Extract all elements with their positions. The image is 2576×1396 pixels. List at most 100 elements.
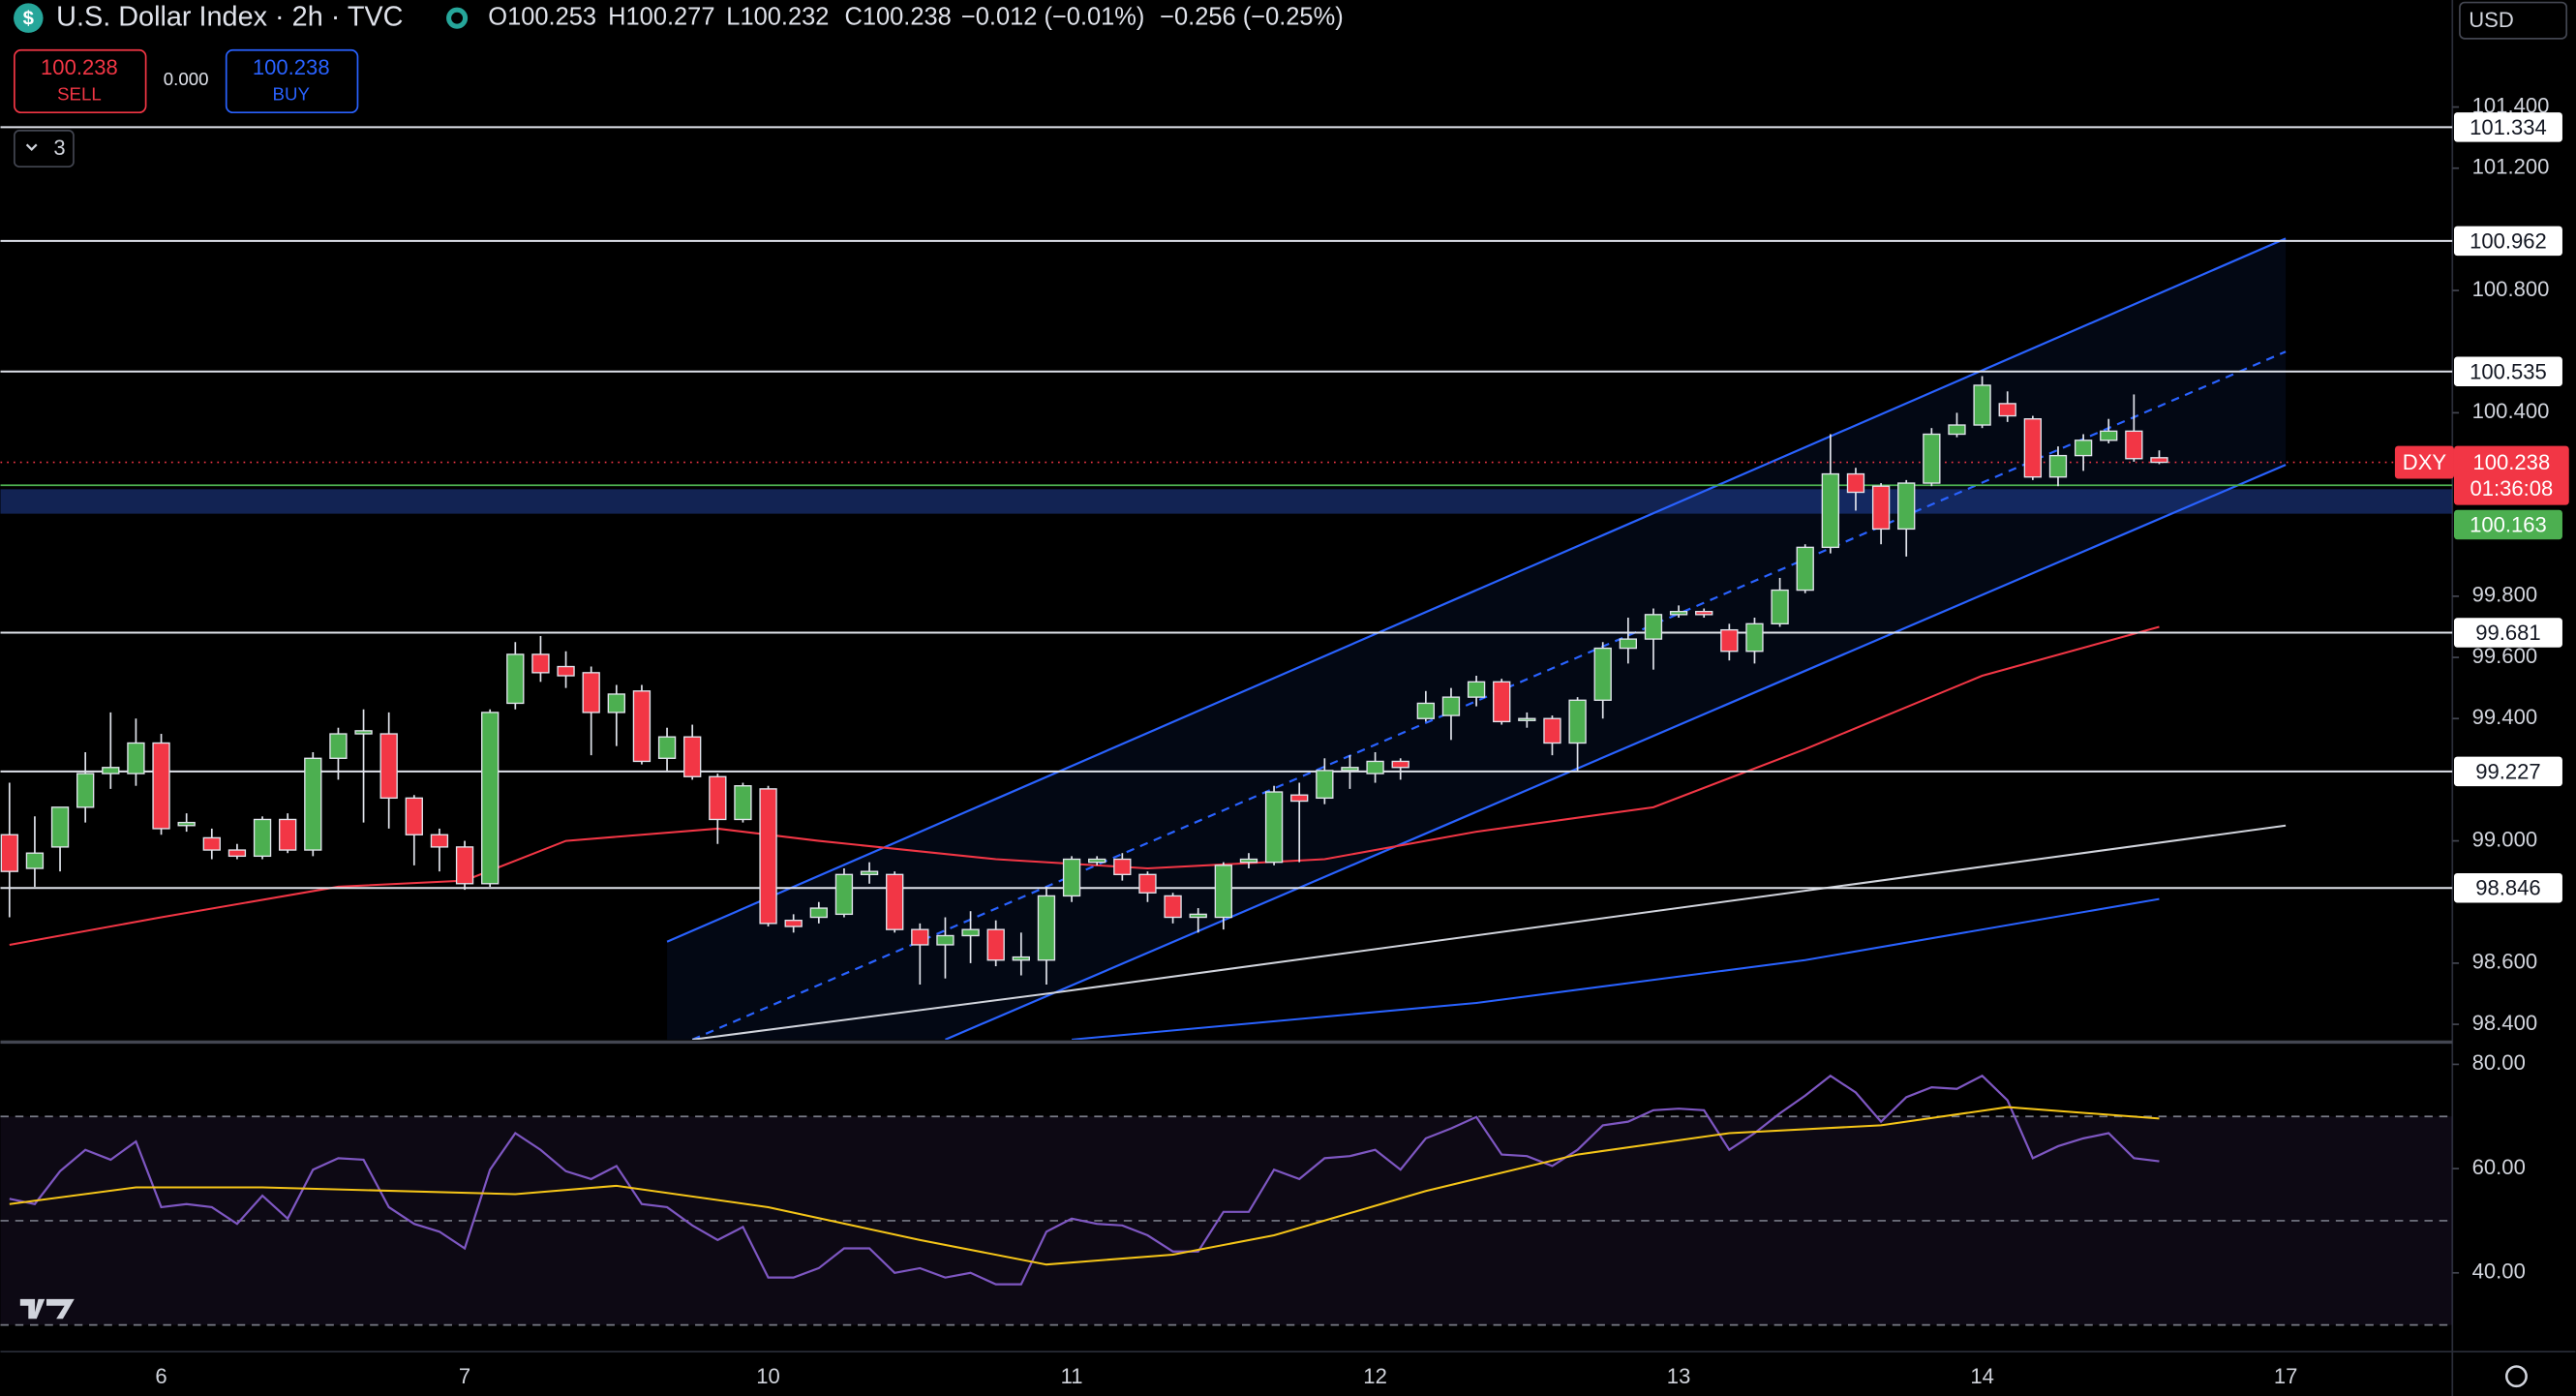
candle-body [152, 742, 170, 830]
candle-body [582, 672, 600, 713]
level-label-box [2453, 618, 2562, 648]
candle-body [1923, 433, 1941, 484]
sell-button[interactable]: 100.238 SELL [14, 48, 147, 114]
level-label: 99.227 [2475, 759, 2540, 783]
candle-body [759, 788, 777, 925]
candle-body [25, 852, 45, 869]
candle-body [506, 653, 525, 705]
x-tick-label: 6 [155, 1364, 167, 1388]
candle-body [1088, 858, 1106, 864]
candle-body [709, 775, 727, 821]
y-tick-label: 98.400 [2472, 1011, 2537, 1035]
candle-body [683, 736, 702, 777]
x-tick-label: 10 [756, 1364, 780, 1388]
candle-body [986, 928, 1005, 961]
candle-body [1012, 956, 1030, 961]
candle-body [1998, 403, 2016, 417]
settings-icon[interactable] [2505, 1365, 2528, 1388]
candle-body [961, 928, 980, 937]
last-price-symbol: DXY [2403, 450, 2447, 474]
price-pane [0, 126, 2453, 1040]
candle-body [1669, 611, 1688, 616]
candle-body [1593, 647, 1612, 701]
candle-body [127, 742, 145, 774]
candle-body [1821, 472, 1840, 549]
indicators-toggle-frame[interactable] [14, 130, 75, 168]
symbol-icon-glyph: $ [23, 9, 35, 30]
candle-body [1264, 791, 1284, 864]
rsi-tick-label: 60.00 [2472, 1155, 2526, 1179]
candle-body [1846, 472, 1865, 494]
candle-body [1341, 767, 1359, 772]
candle-body [1164, 895, 1182, 919]
currency-frame[interactable] [2459, 1, 2568, 40]
ohlc-change-total: −0.256 (−0.25%) [1160, 3, 1344, 30]
y-tick-label: 99.600 [2472, 644, 2537, 668]
symbol-title[interactable]: U.S. Dollar Index · 2h · TVC [56, 1, 403, 32]
x-tick-label: 13 [1667, 1364, 1691, 1388]
currency[interactable]: USD [2469, 8, 2514, 32]
level-label-box [2453, 226, 2562, 257]
candle-body [202, 836, 221, 851]
candle-body [279, 818, 297, 851]
ohlc-change: −0.012 (−0.01%) [961, 3, 1145, 30]
candle-body [2074, 440, 2093, 457]
rsi-pane [0, 1074, 2453, 1326]
last-price-symbol-box [2394, 445, 2454, 479]
rsi-tick-label: 80.00 [2472, 1050, 2526, 1075]
candle-body [834, 873, 854, 916]
y-tick-label: 101.200 [2472, 155, 2550, 179]
candle-body [76, 773, 95, 808]
chevron-icon [25, 143, 38, 151]
sell-price[interactable]: 100.238 [41, 55, 118, 79]
candle-body [102, 767, 120, 774]
buy-label[interactable]: BUY [273, 83, 311, 104]
rsi-line [9, 1074, 2160, 1286]
candle-body [354, 730, 373, 735]
candle-body [1493, 681, 1511, 723]
y-tick-label: 99.400 [2472, 705, 2537, 729]
candle-body [177, 821, 196, 827]
candle-body [50, 806, 70, 848]
level-label: 100.535 [2470, 359, 2547, 383]
candle-body [607, 693, 625, 713]
candle-body [2150, 457, 2168, 464]
sell-button-frame[interactable] [14, 48, 147, 114]
channel-lower [945, 464, 2287, 1040]
x-tick-label: 17 [2274, 1364, 2298, 1388]
logo[interactable] [19, 1298, 75, 1320]
rsi-ma [9, 1106, 2160, 1266]
candle-body [1796, 546, 1814, 592]
candle-body [1316, 770, 1334, 800]
indicators-count[interactable]: 3 [53, 136, 65, 160]
candle-body [405, 797, 423, 835]
buy-button-frame[interactable] [225, 48, 359, 114]
candle-body [809, 907, 828, 919]
countdown: 01:36:08 [2470, 476, 2553, 501]
moving-average [692, 824, 2287, 1040]
buy-price[interactable]: 100.238 [253, 55, 330, 79]
level-label-box [2453, 756, 2562, 787]
candle-body [2100, 430, 2118, 441]
candle-body [1973, 384, 1991, 426]
candle-body [1214, 865, 1232, 919]
x-tick-label: 7 [459, 1364, 470, 1388]
candle-body [911, 928, 929, 946]
toolbar: $ U.S. Dollar Index · 2h · TVC O100.253 … [14, 1, 2568, 1388]
candle-body [1518, 717, 1536, 721]
indicators-toggle[interactable]: 3 [14, 130, 75, 168]
candle-body [936, 934, 955, 946]
candle-body [1366, 760, 1384, 774]
candle-body [481, 712, 500, 885]
currency-button[interactable]: USD [2459, 1, 2568, 40]
candle-body [1416, 702, 1435, 719]
market-status [446, 7, 469, 29]
candle-body [1897, 482, 1916, 531]
sell-label[interactable]: SELL [57, 83, 102, 104]
spread: 0.000 [164, 69, 209, 89]
support-zone [0, 489, 2453, 514]
candle-body [860, 870, 879, 875]
buy-button[interactable]: 100.238 BUY [225, 48, 359, 114]
